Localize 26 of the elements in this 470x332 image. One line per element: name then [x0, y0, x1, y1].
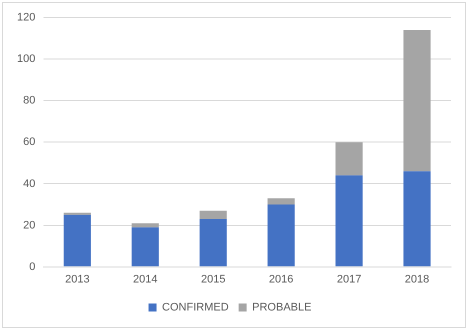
x-tick-label: 2017	[336, 273, 362, 286]
bar	[132, 227, 159, 266]
bar	[268, 198, 295, 204]
x-tick-label: 2016	[268, 273, 294, 286]
bar	[403, 171, 431, 266]
bar	[132, 223, 159, 228]
x-tick-label: 2013	[65, 273, 90, 286]
legend-label: PROBABLE	[252, 302, 312, 314]
bar	[268, 204, 295, 266]
x-tick-label: 2014	[133, 273, 158, 286]
bar	[64, 214, 91, 266]
legend-label: CONFIRMED	[162, 302, 229, 314]
bar	[403, 30, 431, 172]
y-tick-label: 20	[23, 219, 36, 232]
y-tick-label: 0	[29, 260, 36, 273]
x-tick-label: 2015	[200, 273, 226, 286]
bar	[200, 210, 227, 220]
y-tick-label: 60	[23, 136, 36, 148]
bar	[200, 219, 227, 266]
y-tick-label: 40	[23, 178, 36, 190]
bar	[336, 175, 363, 266]
y-tick-label: 120	[16, 12, 36, 24]
bar	[336, 142, 363, 176]
x-tick-label: 2018	[404, 273, 430, 286]
y-tick-label: 100	[16, 53, 36, 66]
y-tick-label: 80	[23, 94, 36, 107]
